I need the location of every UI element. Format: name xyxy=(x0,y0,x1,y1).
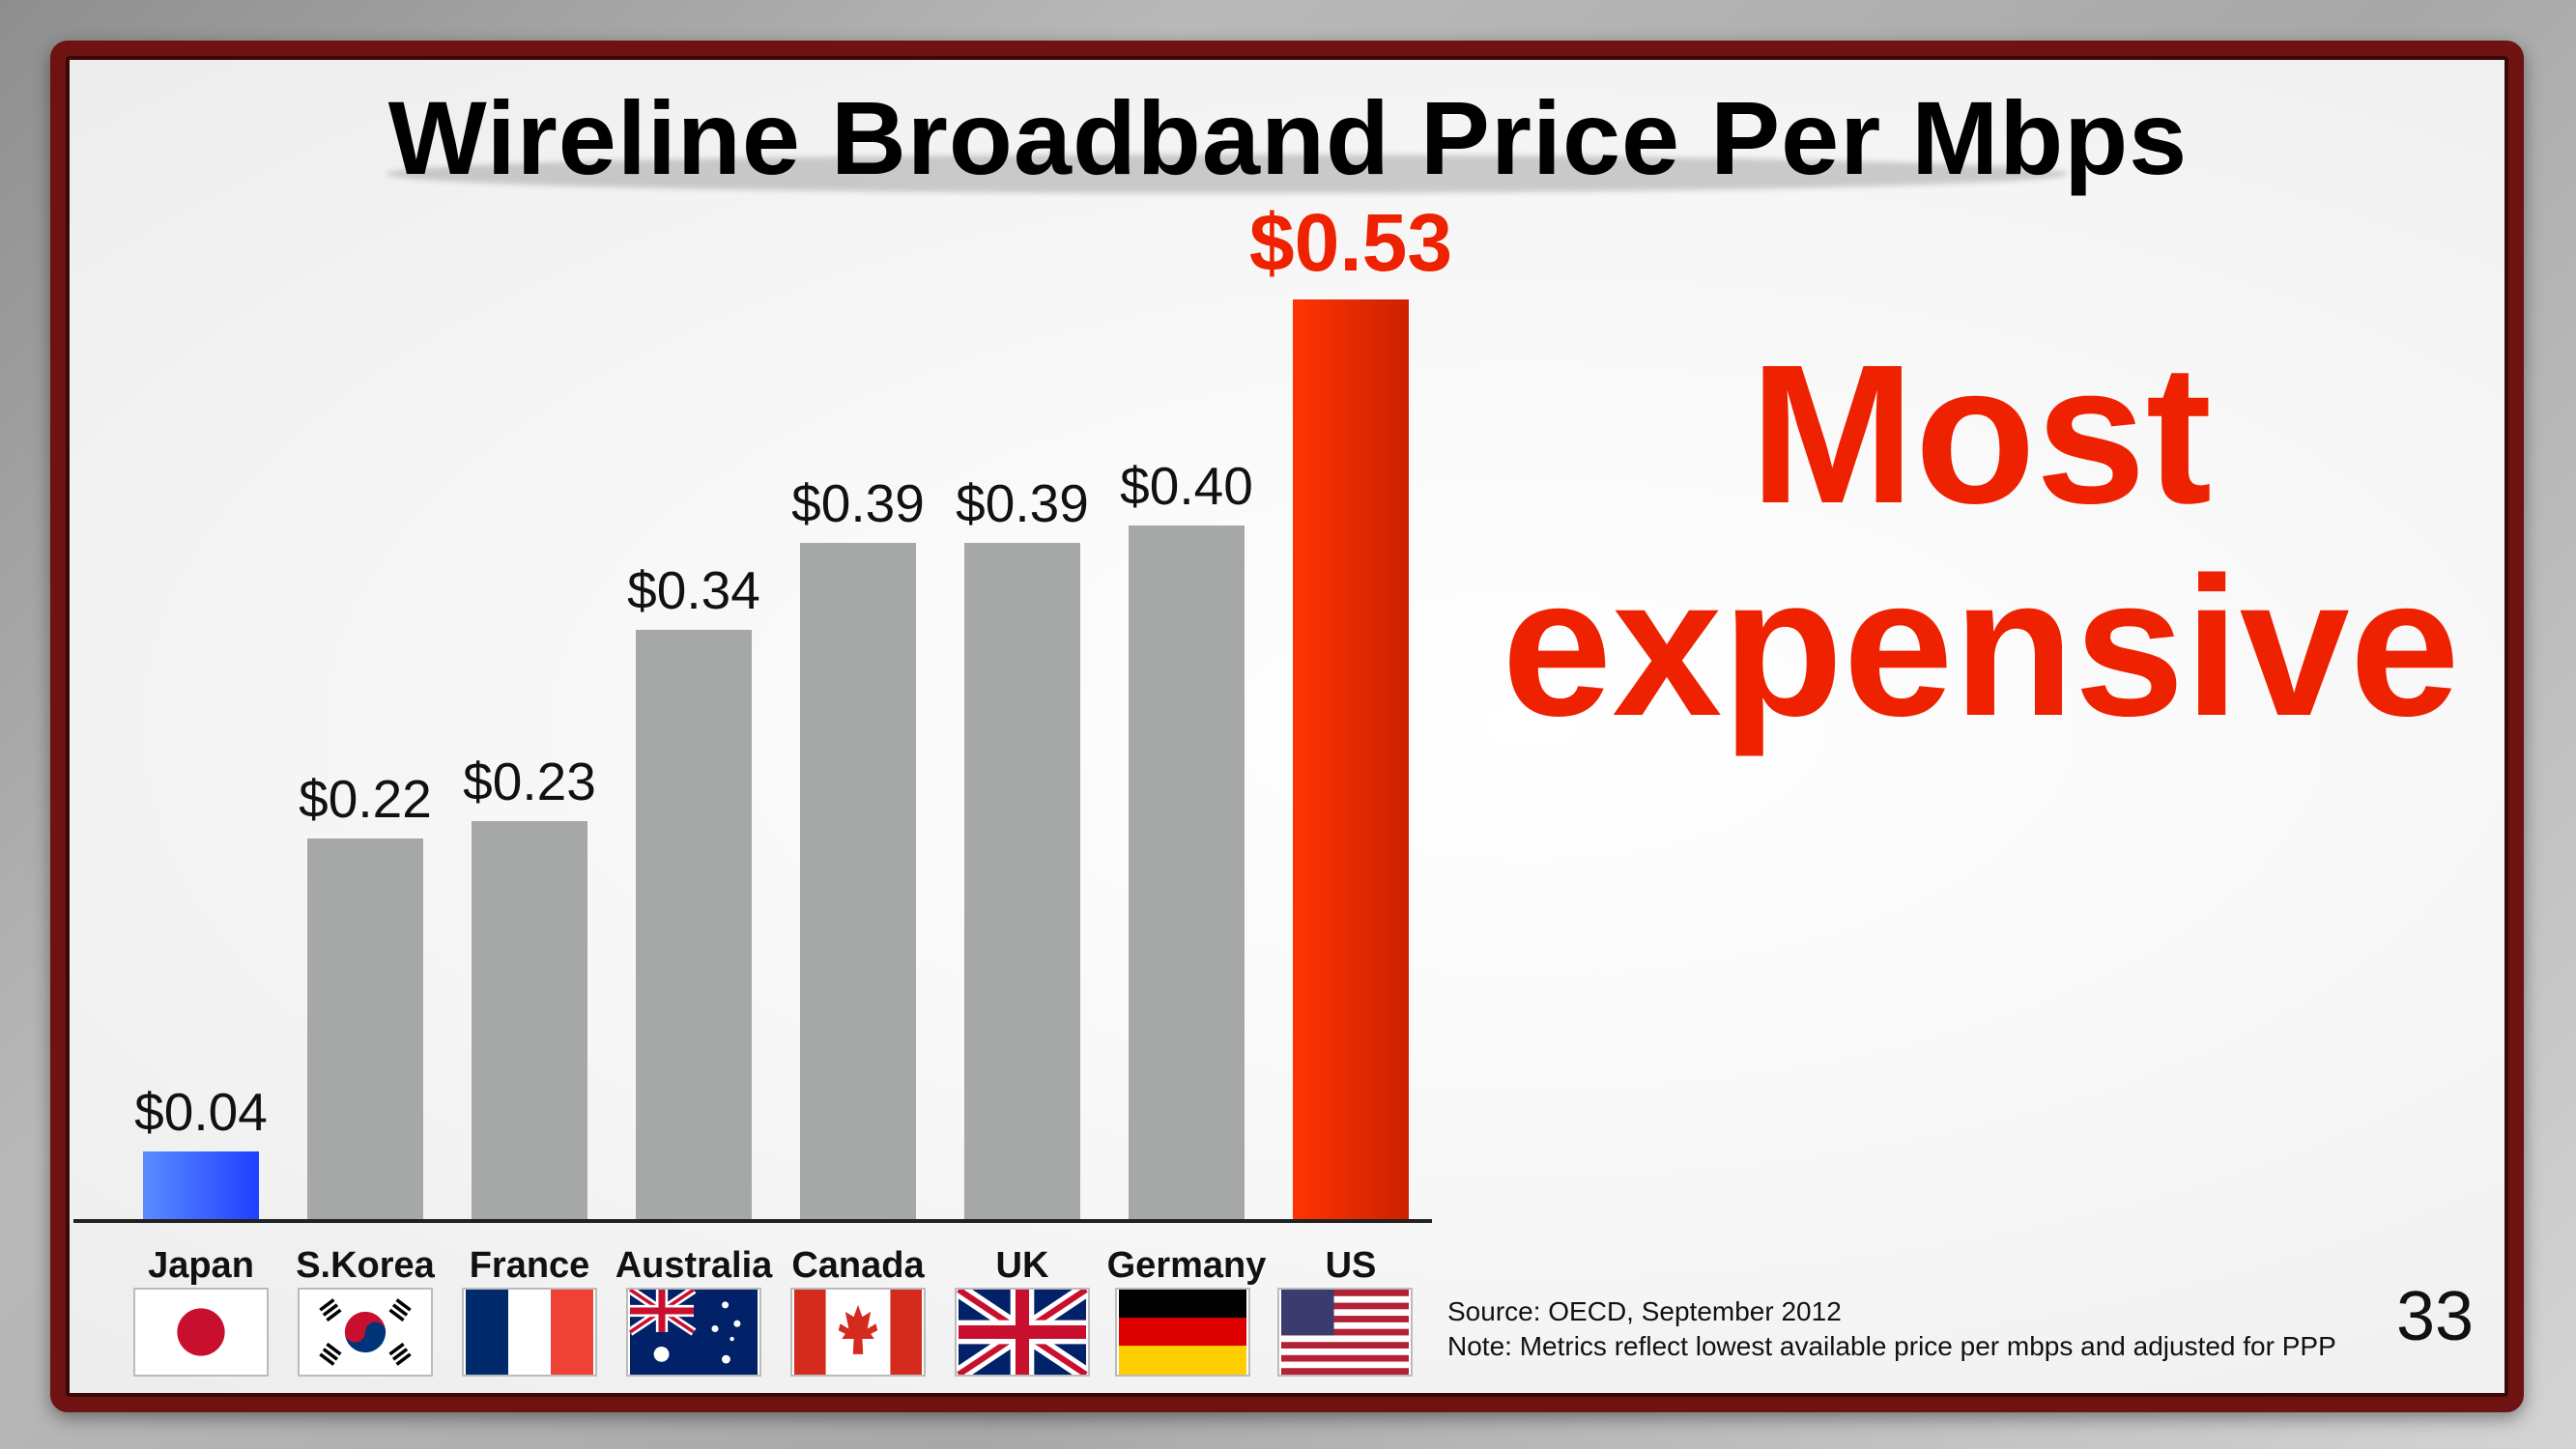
bar-france xyxy=(472,821,587,1221)
slide-title: Wireline Broadband Price Per Mbps xyxy=(387,79,2189,196)
category-label-australia: Australia xyxy=(615,1245,773,1286)
slide-frame xyxy=(50,41,2524,1412)
value-label-uk: $0.39 xyxy=(956,473,1089,533)
bar-australia xyxy=(636,630,752,1221)
source-line: Source: OECD, September 2012 xyxy=(1447,1296,1842,1326)
bar-skorea xyxy=(307,838,423,1221)
page-number: 33 xyxy=(2396,1278,2475,1355)
value-label-japan: $0.04 xyxy=(134,1082,268,1142)
bar-us xyxy=(1293,299,1409,1221)
callout-line-2: expensive xyxy=(1502,536,2460,757)
value-label-us: $0.53 xyxy=(1249,197,1452,288)
bar-canada xyxy=(800,543,916,1221)
category-label-skorea: S.Korea xyxy=(296,1245,435,1286)
most-expensive-callout: Most expensive xyxy=(1430,328,2532,753)
bar-japan xyxy=(143,1151,259,1221)
value-label-germany: $0.40 xyxy=(1120,456,1253,516)
bar-germany xyxy=(1129,526,1245,1221)
japan-flag-icon xyxy=(133,1288,269,1377)
callout-line-1: Most xyxy=(1749,324,2213,545)
value-label-france: $0.23 xyxy=(463,752,596,811)
france-flag-icon xyxy=(462,1288,597,1377)
category-label-japan: Japan xyxy=(148,1245,254,1286)
title-underline-decoration xyxy=(386,155,2068,193)
germany-flag-icon xyxy=(1115,1288,1250,1377)
canada-flag-icon xyxy=(790,1288,926,1377)
category-label-france: France xyxy=(470,1245,590,1286)
category-label-uk: UK xyxy=(996,1245,1049,1286)
south-korea-flag-icon xyxy=(298,1288,433,1377)
uk-flag-icon xyxy=(955,1288,1090,1377)
bar-uk xyxy=(964,543,1080,1221)
category-label-germany: Germany xyxy=(1107,1245,1267,1286)
category-label-us: US xyxy=(1326,1245,1377,1286)
australia-flag-icon xyxy=(626,1288,761,1377)
source-note: Source: OECD, September 2012 Note: Metri… xyxy=(1447,1294,2336,1364)
category-label-canada: Canada xyxy=(791,1245,925,1286)
value-label-australia: $0.34 xyxy=(627,560,760,620)
value-label-skorea: $0.22 xyxy=(299,769,432,829)
methodology-note: Note: Metrics reflect lowest available p… xyxy=(1447,1331,2336,1361)
us-flag-icon xyxy=(1277,1288,1413,1377)
value-label-canada: $0.39 xyxy=(791,473,925,533)
